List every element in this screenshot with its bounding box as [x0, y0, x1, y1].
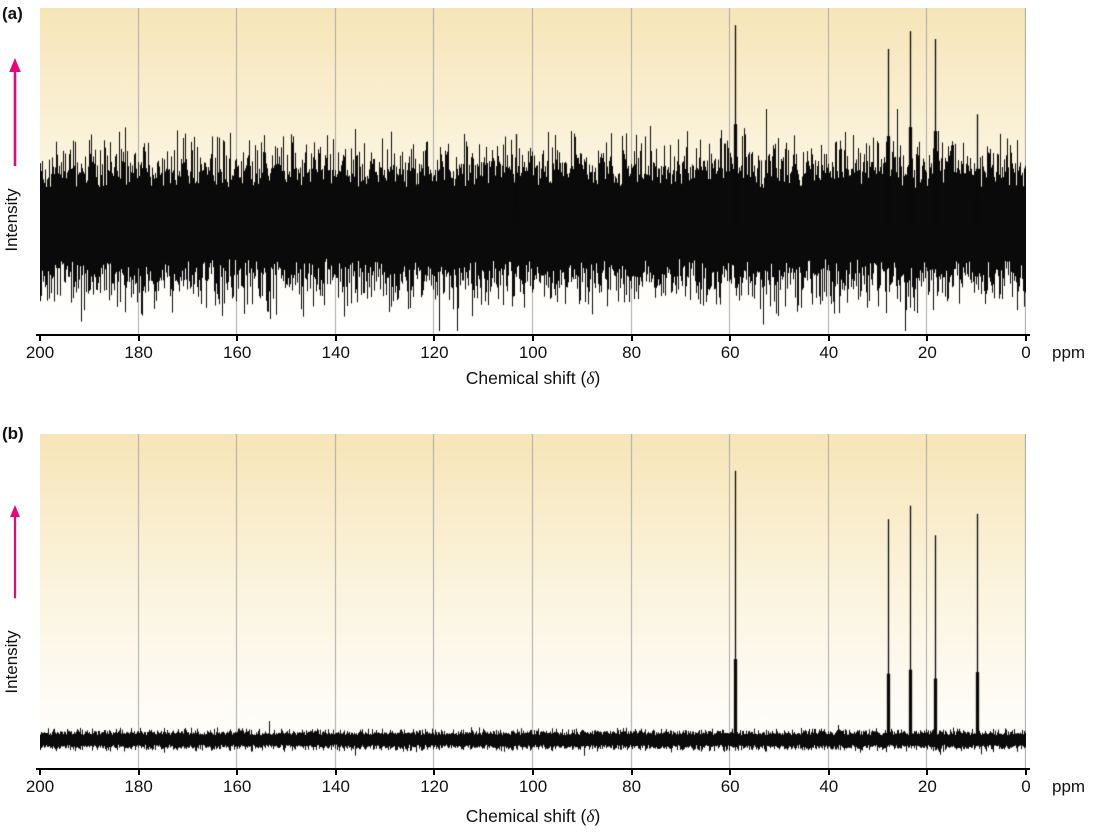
x-tick-label: 140: [321, 343, 350, 362]
intensity-axis-arrow-icon: [9, 505, 21, 599]
x-tick-label: 100: [518, 343, 548, 362]
x-axis-unit: ppm: [1052, 777, 1086, 796]
x-axis-title: Chemical shift (δ): [40, 368, 1026, 389]
x-tick-label: 200: [25, 343, 55, 362]
x-tick-label: 0: [1021, 343, 1031, 362]
x-axis-unit: ppm: [1052, 343, 1086, 362]
x-axis-title-text: Chemical shift (: [465, 368, 587, 388]
x-tick-label: 0: [1021, 777, 1031, 796]
plot-area: [40, 8, 1026, 334]
x-tick-mark: [827, 770, 830, 775]
delta-symbol: δ: [586, 368, 595, 388]
x-tick-mark: [630, 336, 633, 341]
x-tick-label: 20: [917, 777, 937, 796]
x-tick-mark: [236, 770, 239, 775]
x-tick-mark: [433, 770, 436, 775]
x-tick-mark: [532, 770, 534, 775]
x-tick-mark: [1025, 770, 1027, 775]
x-tick-mark: [433, 336, 436, 341]
x-tick-label: 40: [819, 777, 839, 796]
x-tick-label: 60: [720, 777, 740, 796]
x-axis-ticks: ppm 200 180 160 140 120 100 80 60 40 20 0: [0, 770, 1098, 802]
delta-symbol: δ: [586, 806, 595, 826]
x-tick-mark: [827, 336, 830, 341]
intensity-axis-arrow-icon: [9, 58, 21, 166]
x-tick-mark: [137, 336, 140, 341]
x-tick-mark: [137, 770, 140, 775]
x-tick-label: 120: [420, 777, 449, 796]
x-axis-line: [36, 334, 1030, 336]
x-tick-mark: [39, 770, 41, 775]
spectrum-panel-b: (b) Intensity ppm 200 180 160 140 120 100 80 60…: [0, 420, 1098, 834]
x-tick-label: 140: [321, 777, 350, 796]
x-axis-title: Chemical shift (δ): [40, 806, 1026, 827]
x-tick-mark: [630, 770, 633, 775]
x-tick-mark: [926, 770, 929, 775]
x-axis-title-text: Chemical shift (: [465, 806, 587, 826]
x-tick-label: 180: [124, 777, 153, 796]
x-axis-title-close: ): [594, 368, 601, 388]
x-tick-label: 120: [420, 343, 449, 362]
spectrum-canvas: [40, 434, 1026, 768]
x-tick-label: 80: [622, 343, 642, 362]
x-tick-label: 20: [917, 343, 937, 362]
x-tick-mark: [532, 336, 534, 341]
spectrum-panel-a: (a) Intensity ppm 200 180 160 140 120 100 80 60…: [0, 4, 1098, 389]
x-tick-label: 80: [622, 777, 642, 796]
x-tick-mark: [39, 336, 41, 341]
x-tick-label: 60: [720, 343, 740, 362]
x-tick-label: 200: [25, 777, 55, 796]
panel-label-a: (a): [2, 4, 23, 23]
plot-area: [40, 434, 1026, 768]
spectrum-canvas: [40, 8, 1026, 334]
panel-label-b: (b): [2, 424, 24, 443]
x-axis-ticks: ppm 200 180 160 140 120 100 80 60 40 20 0: [0, 336, 1098, 368]
x-tick-mark: [334, 336, 337, 341]
x-tick-mark: [729, 336, 732, 341]
x-tick-label: 180: [124, 343, 153, 362]
y-axis-label: Intensity: [2, 188, 21, 252]
x-axis-title-close: ): [594, 806, 601, 826]
x-axis-line: [36, 768, 1030, 770]
x-tick-mark: [1025, 336, 1027, 341]
x-tick-label: 160: [223, 343, 252, 362]
x-tick-label: 40: [819, 343, 839, 362]
x-tick-label: 160: [223, 777, 252, 796]
x-tick-label: 100: [518, 777, 548, 796]
x-tick-mark: [926, 336, 929, 341]
x-tick-mark: [334, 770, 337, 775]
x-tick-mark: [729, 770, 732, 775]
x-tick-mark: [236, 336, 239, 341]
y-axis-label: Intensity: [2, 630, 21, 694]
